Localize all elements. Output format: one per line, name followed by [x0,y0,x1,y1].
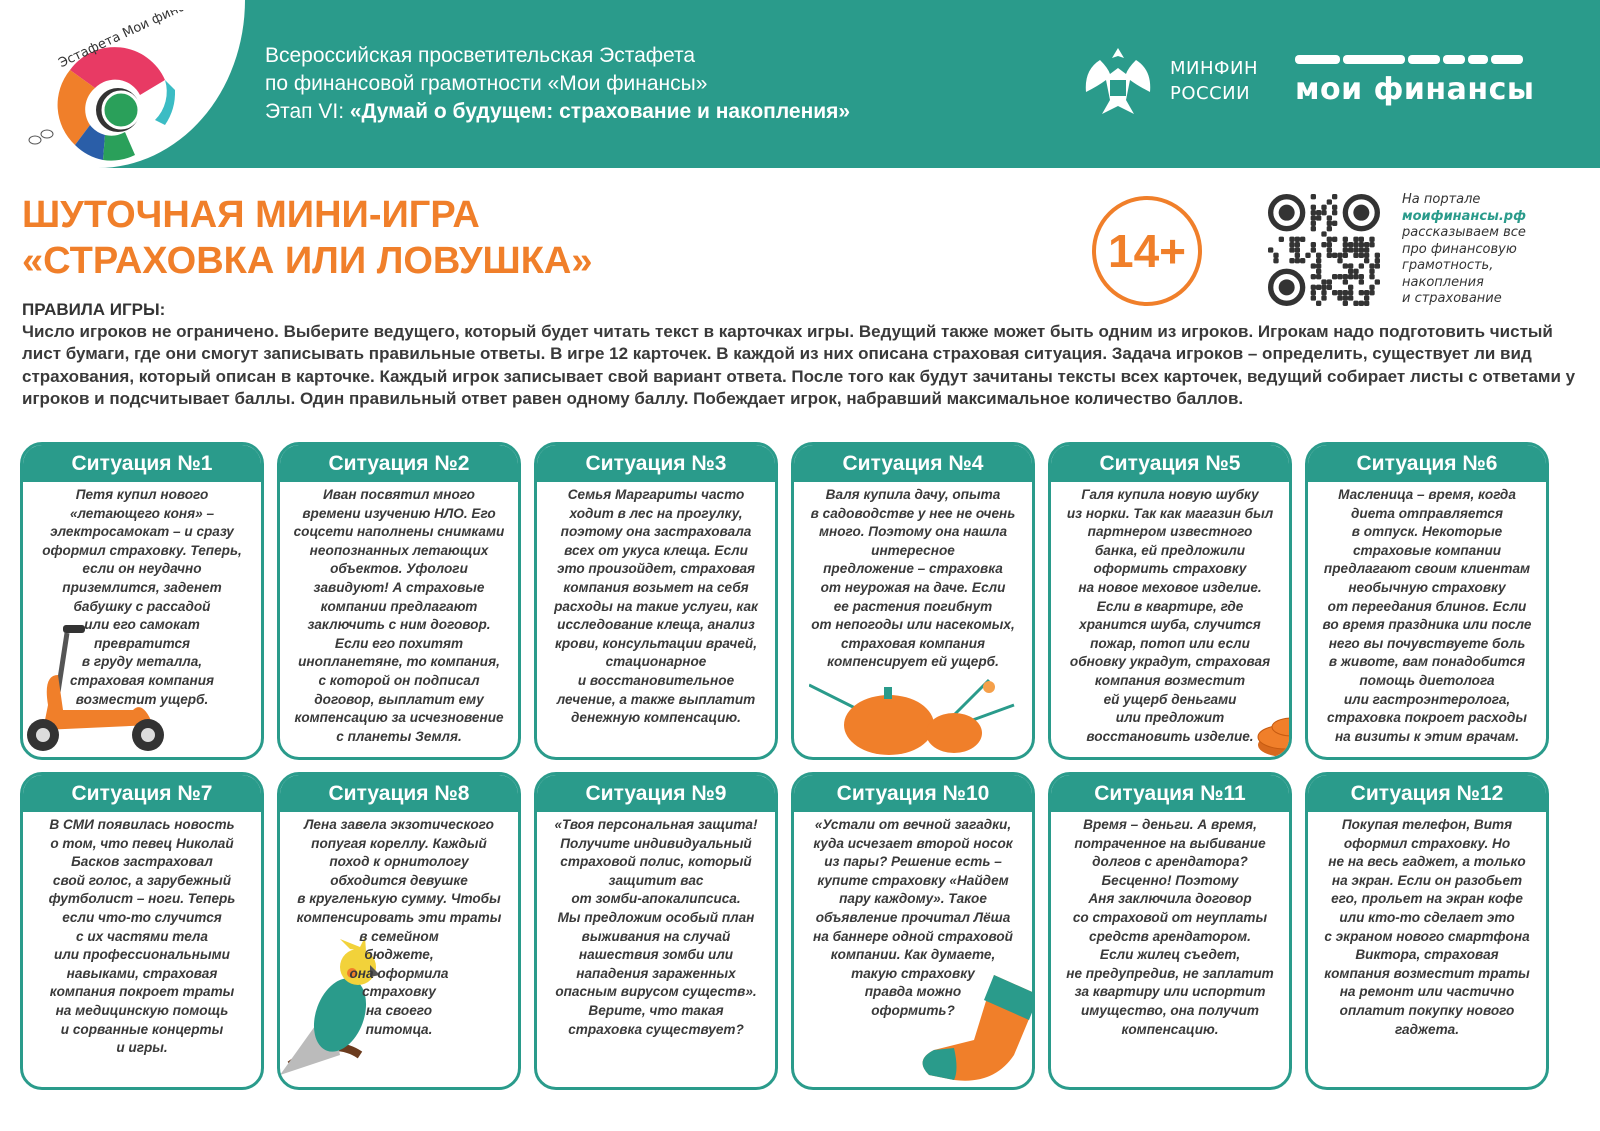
card-text: Лена завела экзотического попугая корелл… [296,817,502,1037]
event-line-2: по финансовой грамотности «Мои финансы» [265,72,708,95]
card-text: Галя купила новую шубку из норки. Так ка… [1066,487,1274,744]
card-title: Ситуация №8 [280,775,518,812]
situation-card: Ситуация №8 Лена завела экзотического поп… [277,772,521,1090]
card-text: Масленица – время, когда диета отправляе… [1322,487,1532,744]
title-line-1: ШУТОЧНАЯ МИНИ-ИГРА [22,194,480,236]
situation-card: Ситуация №3 Семья Маргариты часто ходит в… [534,442,778,760]
situation-card: Ситуация №4 Валя купила дачу, опыта в сад… [791,442,1035,760]
situation-card: Ситуация №6 Масленица – время, когда диет… [1305,442,1549,760]
situation-card: Ситуация №10 «Устали от вечной загадки, к… [791,772,1035,1090]
portal-link[interactable]: моифинансы.рф [1402,208,1527,224]
card-text: Семья Маргариты часто ходит в лес на про… [554,487,758,726]
sock-illustration [914,970,1032,1087]
minfin-line-2: РОССИИ [1170,83,1251,104]
situation-card: Ситуация №7 В СМИ появилась новость о том… [20,772,264,1090]
brand-name: мои финансы [1295,72,1535,107]
card-text: «Устали от вечной загадки, куда исчезает… [813,817,1013,1018]
qr-code[interactable] [1268,194,1380,306]
card-title: Ситуация №11 [1051,775,1289,812]
card-title: Ситуация №10 [794,775,1032,812]
title-line-2: «СТРАХОВКА ИЛИ ЛОВУШКА» [22,240,593,282]
situation-card: Ситуация №11 Время – деньги. А время, пот… [1048,772,1292,1090]
situation-card: Ситуация №9 «Твоя персональная защита! По… [534,772,778,1090]
card-title: Ситуация №1 [23,445,261,482]
portal-line-1: На портале [1402,192,1481,207]
stage-title: «Думай о будущем: страхование и накоплен… [349,100,851,123]
portal-info: На портале моифинансы.рф рассказываем вс… [1402,192,1526,308]
card-title: Ситуация №2 [280,445,518,482]
scooter-illustration [23,615,173,757]
relay-logo-icon: Эстафета Мои финансы [28,10,195,161]
page-title: ШУТОЧНАЯ МИНИ-ИГРА «СТРАХОВКА ИЛИ ЛОВУШК… [22,192,593,284]
pumpkin-illustration [808,675,1019,757]
card-title: Ситуация №5 [1051,445,1289,482]
card-text: Покупая телефон, Витя оформил страховку.… [1324,817,1530,1037]
rules-text: Число игроков не ограничено. Выберите ве… [22,322,1576,409]
card-text: В СМИ появилась новость о том, что певец… [48,817,236,1056]
situation-card: Ситуация №5 Галя купила новую шубку из но… [1048,442,1292,760]
age-rating-badge: 14+ [1092,196,1202,306]
minfin-logo: МИНФИН РОССИИ [1080,40,1258,122]
coins-illustration [1256,715,1289,757]
logo-bar [1295,55,1535,64]
moi-finansy-logo: мои финансы [1295,55,1535,107]
minfin-line-1: МИНФИН [1170,58,1259,79]
portal-description: рассказываем все про финансовую грамотно… [1402,225,1526,306]
card-text: Время – деньги. А время, потраченное на … [1066,817,1274,1037]
card-text: «Твоя персональная защита! Получите инди… [554,817,758,1037]
card-text: Петя купил нового «летающего коня» – эле… [42,487,242,707]
card-title: Ситуация №7 [23,775,261,812]
card-title: Ситуация №6 [1308,445,1546,482]
situation-card: Ситуация №1 Петя купил нового «летающего … [20,442,264,760]
event-description: Всероссийская просветительская Эстафета … [265,42,850,126]
event-line-3: Этап VI: «Думай о будущем: страхование и… [265,98,850,126]
card-text: Валя купила дачу, опыта в садоводстве у … [810,487,1016,670]
card-title: Ситуация №4 [794,445,1032,482]
situation-card: Ситуация №12 Покупая телефон, Витя оформи… [1305,772,1549,1090]
stage-label: Этап VI: [265,100,350,123]
eagle-emblem-icon [1085,48,1151,114]
rules-heading: ПРАВИЛА ИГРЫ: [22,300,166,319]
event-line-1: Всероссийская просветительская Эстафета [265,44,696,67]
relay-logo: Эстафета Мои финансы [0,0,245,168]
situation-card: Ситуация №2 Иван посвятил много времени и… [277,442,521,760]
parrot-illustration [280,935,400,1087]
header-banner: Эстафета Мои финансы Всероссийская просв… [0,0,1600,168]
card-title: Ситуация №3 [537,445,775,482]
card-title: Ситуация №12 [1308,775,1546,812]
card-title: Ситуация №9 [537,775,775,812]
card-text: Иван посвятил много времени изучению НЛО… [293,487,505,744]
